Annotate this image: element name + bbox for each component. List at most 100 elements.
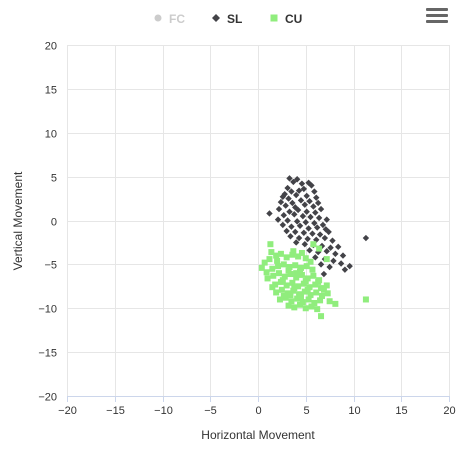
sl-point[interactable]: [274, 216, 282, 223]
sl-point[interactable]: [279, 193, 287, 201]
sl-point[interactable]: [293, 176, 301, 183]
sl-point[interactable]: [294, 206, 302, 214]
cu-point[interactable]: [308, 303, 315, 310]
cu-point[interactable]: [291, 304, 298, 311]
cu-point[interactable]: [290, 248, 297, 255]
cu-point[interactable]: [323, 282, 330, 289]
legend-item-sl[interactable]: SL: [212, 12, 242, 26]
cu-point[interactable]: [287, 271, 294, 278]
sl-point[interactable]: [285, 195, 292, 202]
sl-point[interactable]: [313, 194, 320, 201]
cu-point[interactable]: [264, 275, 271, 282]
sl-point[interactable]: [309, 230, 316, 237]
sl-point[interactable]: [325, 228, 332, 236]
cu-point[interactable]: [303, 263, 310, 270]
sl-point[interactable]: [306, 247, 313, 254]
cu-point[interactable]: [293, 274, 300, 281]
cu-point[interactable]: [281, 273, 288, 280]
sl-point[interactable]: [305, 225, 312, 232]
sl-point[interactable]: [290, 178, 297, 186]
sl-point[interactable]: [321, 234, 329, 242]
cu-point[interactable]: [311, 299, 318, 306]
cu-point[interactable]: [275, 263, 282, 270]
sl-point[interactable]: [329, 237, 336, 244]
cu-point[interactable]: [288, 298, 295, 305]
sl-point[interactable]: [300, 185, 308, 193]
sl-point[interactable]: [298, 180, 306, 187]
sl-point[interactable]: [335, 243, 342, 251]
sl-point[interactable]: [339, 252, 347, 259]
sl-point[interactable]: [282, 202, 289, 209]
sl-point[interactable]: [295, 187, 303, 194]
sl-point[interactable]: [316, 231, 324, 238]
cu-point[interactable]: [289, 251, 296, 258]
cu-point[interactable]: [302, 278, 309, 285]
cu-point[interactable]: [314, 306, 321, 313]
cu-point[interactable]: [297, 264, 304, 271]
sl-point[interactable]: [301, 201, 308, 208]
sl-point[interactable]: [327, 244, 334, 251]
sl-point[interactable]: [323, 216, 330, 223]
cu-point[interactable]: [297, 268, 304, 275]
cu-point[interactable]: [317, 297, 324, 304]
sl-point[interactable]: [315, 214, 323, 222]
cu-point[interactable]: [261, 259, 268, 266]
cu-point[interactable]: [332, 300, 339, 307]
sl-point[interactable]: [296, 222, 304, 229]
sl-point[interactable]: [284, 184, 291, 192]
sl-point[interactable]: [362, 234, 370, 242]
sl-point[interactable]: [292, 228, 299, 236]
sl-point[interactable]: [310, 203, 317, 210]
sl-point[interactable]: [279, 221, 287, 229]
sl-point[interactable]: [303, 208, 310, 215]
cu-point[interactable]: [295, 283, 302, 290]
cu-point[interactable]: [280, 261, 287, 268]
sl-point[interactable]: [293, 218, 301, 225]
cu-point[interactable]: [305, 296, 312, 303]
cu-point[interactable]: [310, 272, 317, 279]
cu-point[interactable]: [283, 254, 290, 261]
sl-point[interactable]: [293, 191, 300, 199]
cu-point[interactable]: [269, 284, 276, 291]
sl-point[interactable]: [304, 235, 311, 243]
sl-point[interactable]: [283, 227, 290, 235]
cu-point[interactable]: [318, 292, 325, 299]
cu-point[interactable]: [258, 264, 265, 271]
cu-point[interactable]: [302, 305, 309, 312]
cu-point[interactable]: [266, 256, 273, 263]
cu-point[interactable]: [295, 253, 302, 260]
sl-point[interactable]: [286, 175, 293, 182]
cu-point[interactable]: [310, 241, 317, 248]
cu-point[interactable]: [304, 286, 311, 293]
cu-point[interactable]: [362, 296, 369, 303]
cu-point[interactable]: [298, 249, 305, 256]
cu-point[interactable]: [315, 278, 322, 285]
sl-point[interactable]: [317, 261, 325, 268]
sl-point[interactable]: [326, 263, 333, 271]
sl-point[interactable]: [311, 219, 318, 227]
sl-point[interactable]: [307, 213, 314, 221]
hamburger-menu-icon[interactable]: [426, 8, 448, 26]
sl-point[interactable]: [297, 197, 305, 204]
cu-point[interactable]: [287, 292, 294, 299]
sl-point[interactable]: [277, 198, 285, 206]
cu-point[interactable]: [274, 257, 281, 264]
cu-point[interactable]: [307, 258, 314, 265]
sl-point[interactable]: [319, 221, 327, 229]
cu-point[interactable]: [286, 264, 293, 271]
cu-point[interactable]: [273, 252, 280, 259]
sl-point[interactable]: [289, 199, 296, 207]
sl-point[interactable]: [314, 224, 321, 231]
sl-point[interactable]: [312, 254, 319, 261]
cu-point[interactable]: [291, 285, 298, 292]
cu-point[interactable]: [279, 277, 286, 284]
sl-point[interactable]: [288, 223, 295, 230]
cu-point[interactable]: [298, 271, 305, 278]
cu-point[interactable]: [273, 289, 280, 296]
sl-point[interactable]: [314, 199, 322, 207]
sl-point[interactable]: [308, 182, 315, 189]
cu-point[interactable]: [280, 292, 287, 299]
cu-point[interactable]: [283, 282, 290, 289]
sl-point[interactable]: [323, 248, 330, 255]
sl-point[interactable]: [302, 219, 309, 226]
